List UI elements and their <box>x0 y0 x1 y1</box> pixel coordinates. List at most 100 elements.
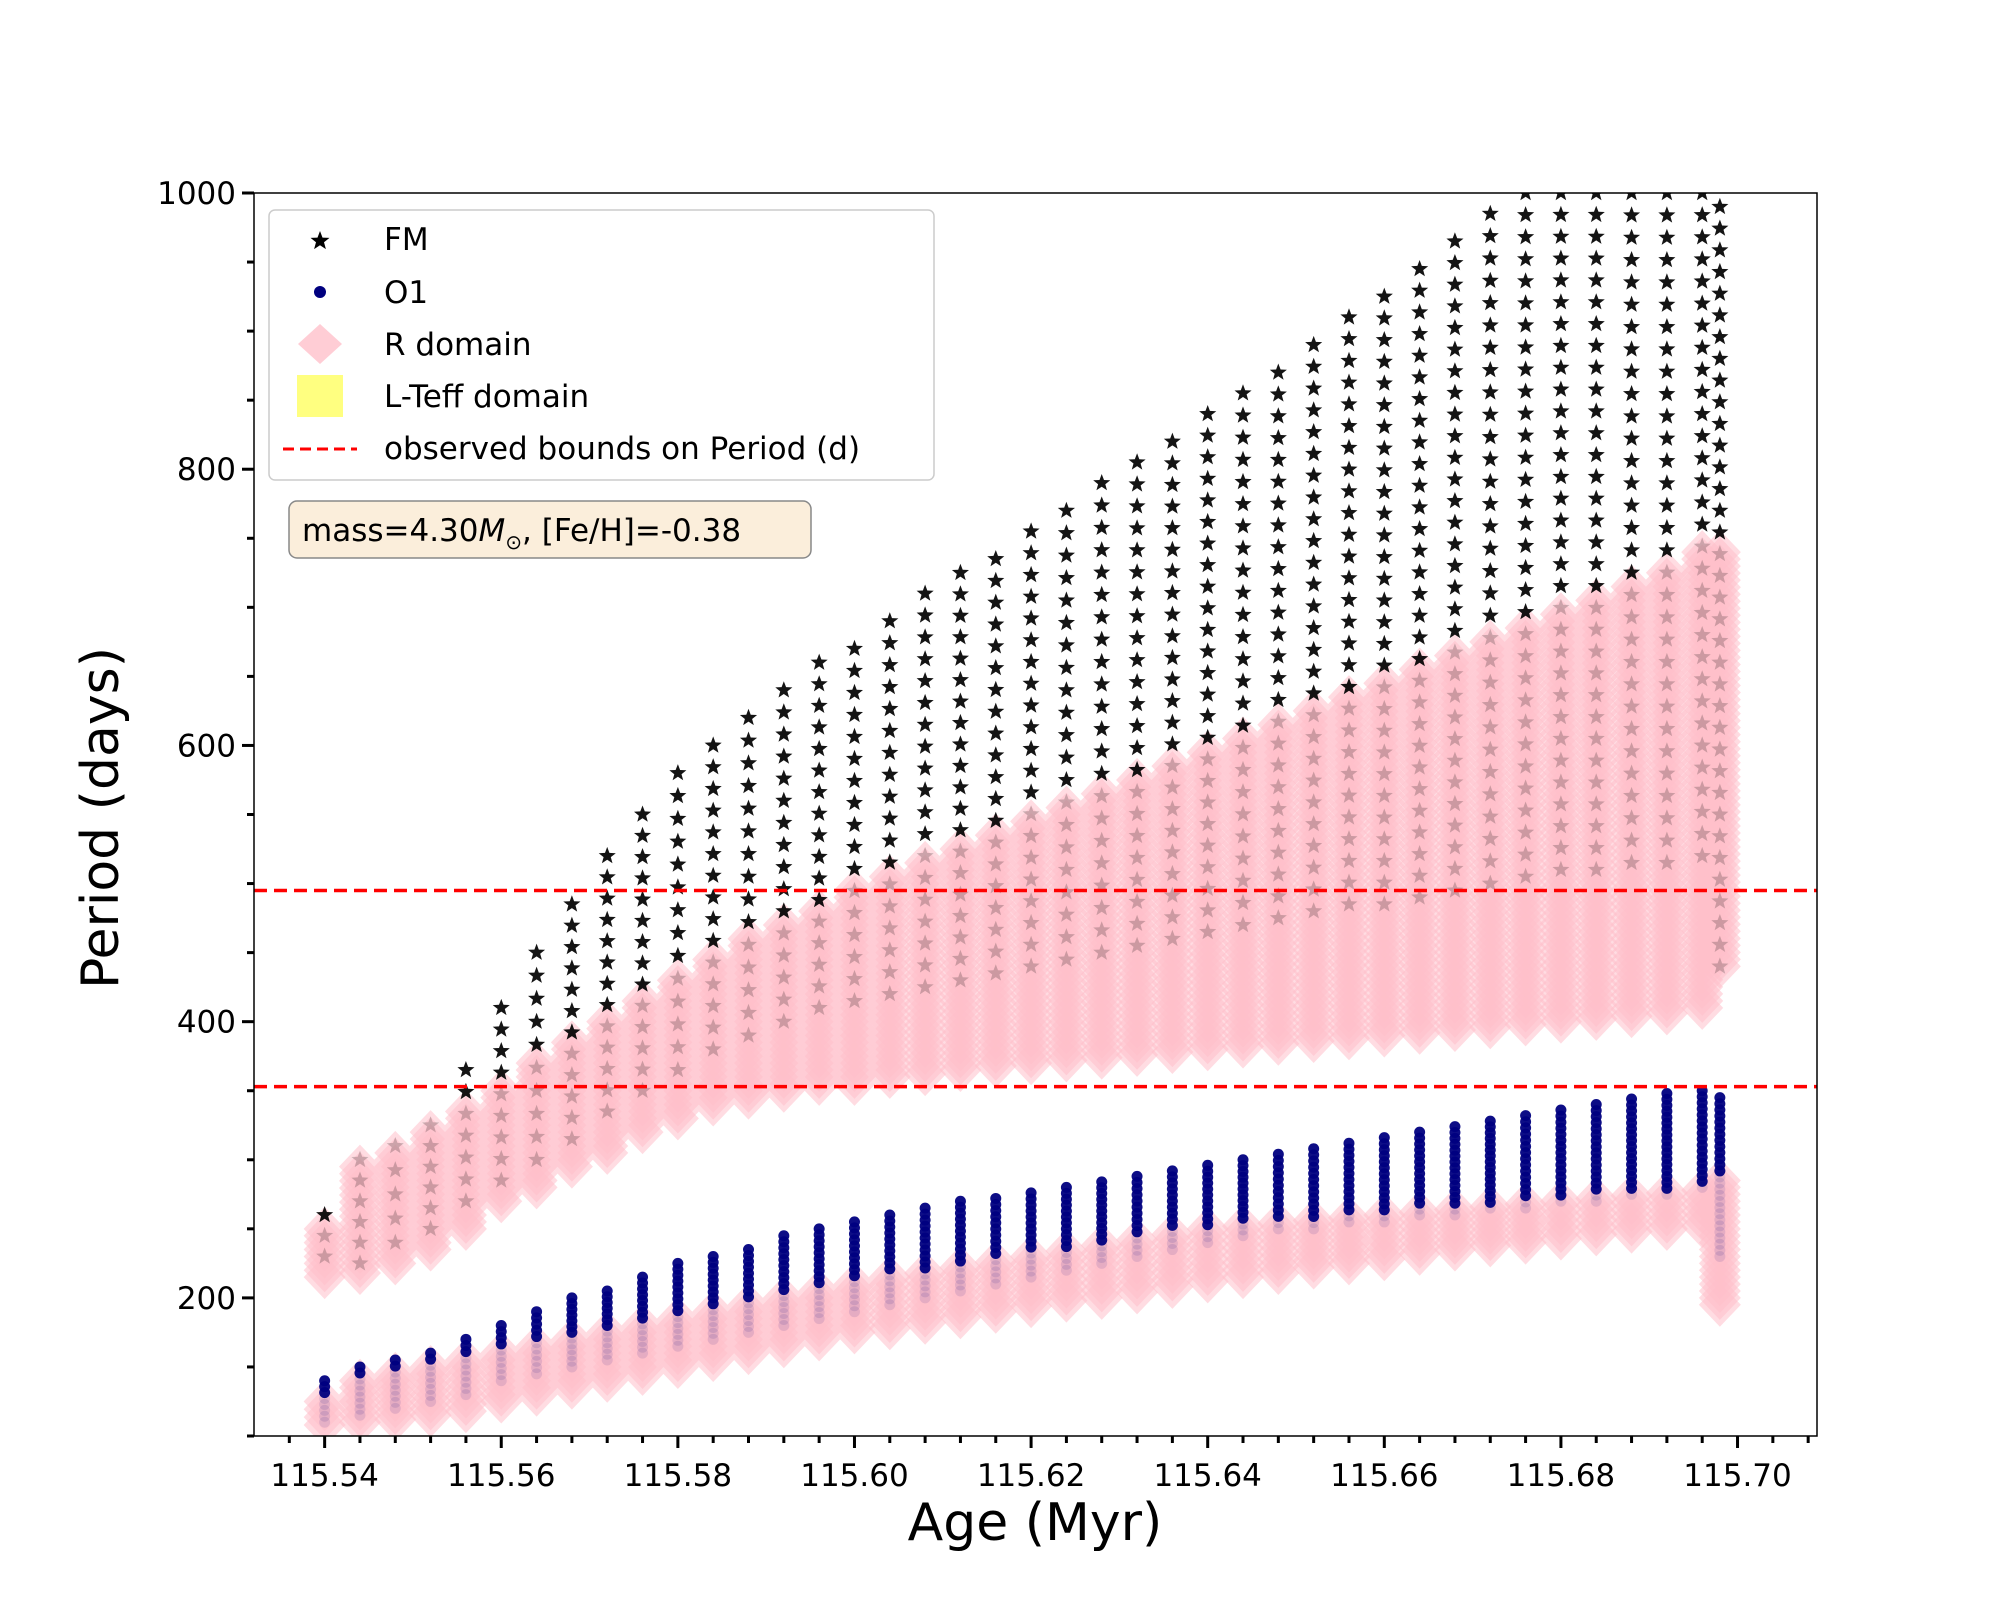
fm-star-marker <box>1587 555 1605 572</box>
fm-star-marker <box>1163 519 1181 536</box>
fm-star-marker <box>704 975 722 992</box>
r-domain-marker-upper <box>374 1241 417 1286</box>
o1-dot-marker <box>743 1297 755 1309</box>
fm-star-marker <box>1234 605 1252 623</box>
fm-star-marker <box>704 736 722 753</box>
o1-dot-marker <box>1714 1189 1726 1201</box>
r-domain-marker-upper <box>1045 1038 1088 1083</box>
fm-star-marker <box>739 1003 758 1021</box>
fm-star-marker <box>1128 870 1146 888</box>
r-domain-marker-upper <box>1539 999 1582 1044</box>
fm-star-marker <box>1128 497 1146 514</box>
fm-star-marker <box>1234 539 1252 556</box>
o1-dot-marker <box>1096 1246 1108 1258</box>
o1-dot-marker <box>460 1370 472 1382</box>
o1-dot-marker <box>566 1338 578 1350</box>
fm-star-marker <box>634 1039 652 1056</box>
o1-dot-marker <box>601 1354 613 1366</box>
fm-star-marker <box>1552 358 1570 375</box>
fm-star-marker <box>1128 782 1146 800</box>
fm-star-marker <box>1693 692 1711 709</box>
fm-star-marker <box>1446 535 1464 552</box>
fm-star-marker <box>563 1130 581 1147</box>
fm-star-marker <box>1093 898 1111 916</box>
fm-star-marker <box>1552 555 1570 572</box>
fm-star-marker <box>1163 864 1181 882</box>
fm-star-marker <box>1375 765 1393 782</box>
o1-dot-marker <box>1696 1181 1708 1193</box>
fm-star-marker <box>1481 450 1499 467</box>
r-domain-marker-lower <box>1504 1220 1547 1265</box>
fm-star-marker <box>1128 826 1146 844</box>
fm-star-marker <box>1711 805 1729 822</box>
o1-dot-marker <box>566 1344 578 1356</box>
fm-star-marker <box>810 675 828 692</box>
fm-star-marker <box>739 981 758 998</box>
fm-star-marker <box>1552 598 1570 616</box>
fm-star-marker <box>1411 780 1429 797</box>
fm-star-marker <box>881 919 899 936</box>
fm-star-marker <box>1199 512 1217 530</box>
fm-star-marker <box>1340 438 1358 455</box>
r-domain-marker-lower <box>727 1331 770 1376</box>
r-domain-marker-lower <box>833 1310 876 1355</box>
fm-star-marker <box>775 880 793 897</box>
fm-star-marker <box>457 1104 475 1121</box>
fm-star-marker <box>775 747 793 764</box>
fm-star-marker <box>316 1247 334 1264</box>
fm-star-marker <box>1305 727 1323 745</box>
fm-star-marker <box>951 563 969 581</box>
fm-star-marker <box>1375 548 1393 565</box>
r-domain-marker-lower <box>338 1400 381 1436</box>
fm-star-marker <box>1552 773 1570 790</box>
fm-star-marker <box>1411 303 1429 320</box>
fm-star-marker <box>987 659 1005 676</box>
o1-dot-marker <box>460 1346 472 1358</box>
fm-star-marker <box>1128 936 1146 953</box>
fm-star-marker <box>1234 738 1252 755</box>
fm-star-marker <box>1093 474 1111 491</box>
fm-star-marker <box>634 933 652 950</box>
fm-star-marker <box>1057 928 1075 945</box>
fm-star-marker <box>457 1082 475 1100</box>
fm-star-marker <box>1269 450 1287 468</box>
o1-dot-marker <box>531 1362 543 1374</box>
fm-star-marker <box>951 971 969 988</box>
fm-star-marker <box>634 975 652 992</box>
fm-star-marker <box>1093 742 1111 759</box>
fm-star-marker <box>1340 721 1358 738</box>
o1-dot-marker <box>778 1290 790 1302</box>
legend-o1-dot-icon <box>314 286 326 298</box>
r-domain-marker-upper <box>1433 1007 1476 1052</box>
fm-star-marker <box>1481 383 1499 400</box>
fm-star-marker <box>1711 935 1729 952</box>
fm-star-marker <box>1163 432 1181 449</box>
fm-star-marker <box>1446 318 1464 336</box>
o1-dot-marker <box>813 1301 825 1313</box>
r-domain-marker-lower <box>1045 1278 1088 1323</box>
fm-star-marker <box>1022 892 1040 909</box>
o1-dot-marker <box>1343 1216 1355 1228</box>
fm-star-marker <box>1590 193 1602 201</box>
fm-star-marker <box>1305 597 1323 614</box>
fm-star-marker <box>1305 706 1323 723</box>
fm-star-marker <box>1340 417 1358 434</box>
r-domain-marker-upper <box>833 1061 876 1106</box>
fm-star-marker <box>1587 860 1605 877</box>
fm-star-marker <box>1375 830 1393 847</box>
fm-star-marker <box>492 1042 510 1059</box>
fm-star-marker <box>1481 785 1499 802</box>
fm-star-marker <box>1587 751 1605 768</box>
o1-dot-marker <box>990 1254 1002 1266</box>
fm-star-marker <box>1693 272 1711 289</box>
fm-star-marker <box>1128 541 1146 558</box>
fm-star-marker <box>1269 429 1287 446</box>
o1-dot-marker <box>319 1404 331 1416</box>
fm-star-marker <box>1163 648 1181 666</box>
o1-dot-marker <box>637 1335 649 1347</box>
fm-star-marker <box>492 1020 510 1037</box>
fm-star-marker <box>1587 620 1605 637</box>
o1-dot-marker <box>1714 1226 1726 1238</box>
fm-star-marker <box>1481 807 1499 824</box>
o1-dot-marker <box>1131 1244 1143 1256</box>
